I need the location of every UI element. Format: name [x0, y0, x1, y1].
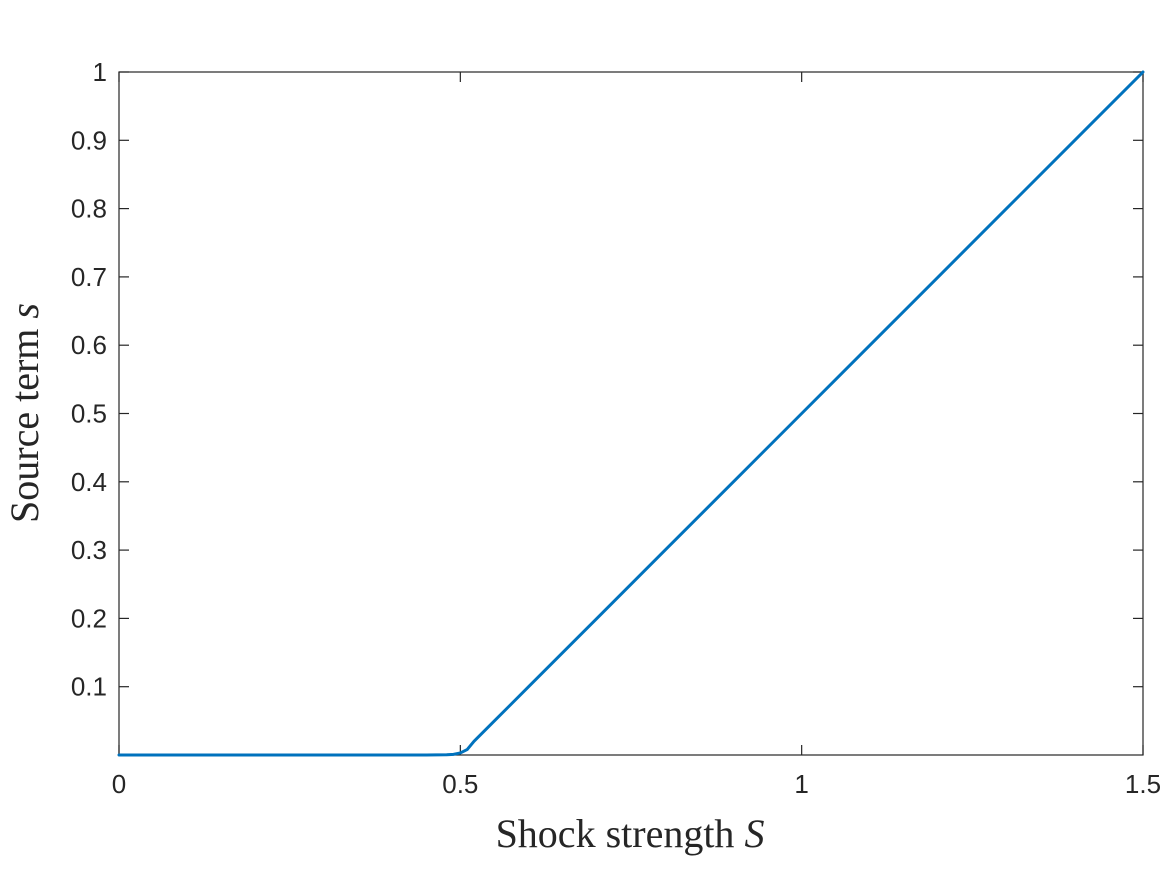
series-layer	[117, 70, 1145, 757]
y-tick-label: 0.3	[71, 535, 107, 565]
labels-layer: 0 0.5 1 1.5 0.1 0.2 0.3 0.4 0.5 0.6 0.7 0.8 0.9 1	[71, 57, 1161, 799]
x-tick-label: 1	[794, 769, 808, 799]
axes-box	[118, 71, 1144, 756]
y-tick-label: 0.2	[71, 603, 107, 633]
y-tick-label: 0.6	[71, 330, 107, 360]
y-tick-label: 0.7	[71, 262, 107, 292]
plot-area	[118, 71, 1144, 756]
y-tick-label: 0.4	[71, 467, 107, 497]
y-tick-label: 0.9	[71, 125, 107, 155]
x-axis-label: Shock strength S	[496, 811, 765, 856]
ticks-layer	[118, 71, 1144, 755]
x-tick-label: 0	[112, 769, 126, 799]
y-tick-label: 0.8	[71, 194, 107, 224]
y-axis-label: Source term s	[2, 303, 47, 523]
x-tick-label: 1.5	[1125, 769, 1161, 799]
x-tick-label: 0.5	[442, 769, 478, 799]
y-tick-label: 0.5	[71, 399, 107, 429]
series-line	[117, 70, 1145, 757]
y-tick-label: 1	[93, 57, 107, 87]
y-tick-label: 0.1	[71, 672, 107, 702]
